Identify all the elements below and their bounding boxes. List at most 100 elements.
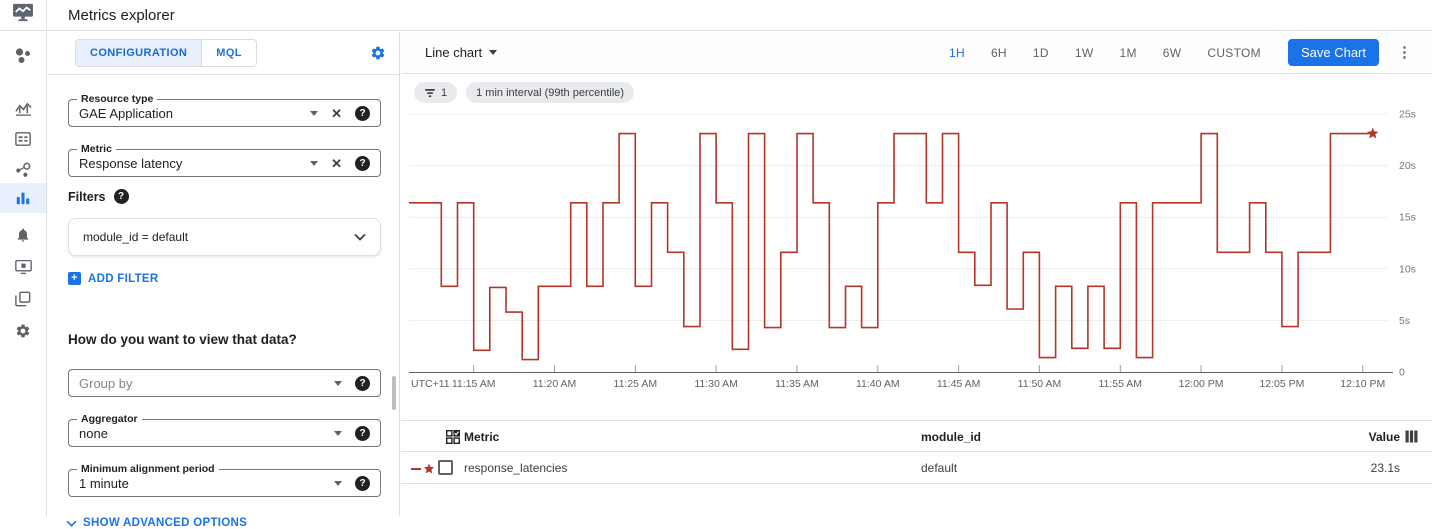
header-module-id: module_id [921,430,982,444]
chart-panel: Line chart 1H 6H 1D 1W 1M 6W CUSTOM Save Chart… [401,32,1432,516]
tab-configuration[interactable]: CONFIGURATION [76,40,202,66]
nav-item-dashboards[interactable] [0,93,46,123]
clear-icon[interactable]: ✕ [331,155,342,171]
help-icon[interactable]: ? [355,105,370,121]
add-filter-button[interactable]: + ADD FILTER [68,272,159,285]
range-button-custom[interactable]: CUSTOM [1207,45,1261,60]
cluster-icon [13,46,33,66]
aggregator-label: Aggregator [77,413,142,425]
resource-type-value: GAE Application [79,105,173,121]
monitor-icon [14,259,32,275]
config-settings-gear-icon[interactable] [370,45,386,61]
filter-count-chip[interactable]: 1 [414,82,458,103]
kebab-menu-icon[interactable]: ⋮ [1397,44,1412,61]
nav-item-uptime-checks[interactable] [0,252,46,282]
dropdown-caret-icon[interactable] [334,480,342,486]
aggregator-value: none [79,425,108,441]
filters-label: Filters [68,189,106,204]
save-chart-button[interactable]: Save Chart [1287,39,1379,66]
svg-text:11:45 AM: 11:45 AM [937,378,981,390]
chart-toolbar: Line chart 1H 6H 1D 1W 1M 6W CUSTOM Save Chart… [401,32,1432,74]
svg-text:0: 0 [1399,367,1405,379]
header-value: Value [1368,430,1400,444]
chips-row: 1 1 min interval (99th percentile) [414,82,635,103]
chevron-down-icon[interactable] [354,233,366,241]
table-row[interactable]: response_latencies default 23.1s [401,452,1432,484]
line-chart-svg: 25s 20s 15s 10s 5s 0 11:15 AM 11:20 AM 11:25 AM 1… [409,109,1416,390]
min-alignment-field[interactable]: Minimum alignment period 1 minute ? [68,463,381,497]
svg-text:11:50 AM: 11:50 AM [1018,378,1062,390]
columns-icon[interactable] [1405,430,1418,448]
dropdown-caret-icon [489,50,498,55]
header-metric: Metric [464,430,500,444]
row-checkbox[interactable] [438,460,453,475]
chart-type-dropdown[interactable]: Line chart [425,45,498,60]
clear-icon[interactable]: ✕ [331,105,342,121]
filters-row: Filters ? [68,189,129,204]
resource-type-field[interactable]: Resource type GAE Application ✕ ? [68,93,381,127]
gear-icon [15,323,31,339]
config-tab-group: CONFIGURATION MQL [75,39,257,67]
range-button-1h[interactable]: 1H [949,45,965,60]
show-advanced-options-label: SHOW ADVANCED OPTIONS [83,517,248,529]
nav-item-overview[interactable] [0,43,46,69]
range-button-6w[interactable]: 6W [1162,45,1182,60]
dropdown-caret-icon[interactable] [334,430,342,436]
dashboard-card-icon [15,131,31,147]
range-button-6h[interactable]: 6H [990,45,1007,60]
filter-count: 1 [441,86,448,99]
nav-item-services[interactable] [0,155,46,185]
interval-chip[interactable]: 1 min interval (99th percentile) [466,82,635,103]
help-icon[interactable]: ? [355,375,370,391]
svg-text:11:15 AM: 11:15 AM [452,378,496,390]
cell-module-id: default [921,461,958,475]
svg-text:20s: 20s [1399,160,1416,172]
group-by-field[interactable]: Group by ? [68,369,381,397]
view-data-heading: How do you want to view that data? [68,332,297,347]
left-nav [0,32,47,516]
nav-item-metrics-explorer[interactable] [0,183,46,213]
filter-card[interactable]: module_id = default [68,218,381,256]
nav-item-groups[interactable] [0,284,46,314]
filters-help-icon[interactable]: ? [113,189,129,204]
svg-text:12:10 PM: 12:10 PM [1340,378,1385,390]
range-button-1m[interactable]: 1M [1119,45,1137,60]
help-icon[interactable]: ? [355,475,370,491]
svg-text:11:30 AM: 11:30 AM [694,378,738,390]
chart-type-label: Line chart [425,45,483,60]
dropdown-caret-icon[interactable] [310,110,319,116]
legend-table: Metric module_id Value response_latencie… [401,420,1432,484]
bell-icon [15,227,31,243]
nav-item-alerting[interactable] [0,220,46,250]
svg-text:15s: 15s [1399,212,1416,224]
show-advanced-options-button[interactable]: SHOW ADVANCED OPTIONS [66,517,247,529]
filter-expression: module_id = default [83,230,189,244]
select-all-icon[interactable] [445,429,461,449]
cell-value: 23.1s [1370,461,1400,475]
dropdown-caret-icon[interactable] [310,160,319,166]
metric-value: Response latency [79,155,183,171]
svg-text:UTC+11: UTC+11 [411,378,450,390]
svg-text:5s: 5s [1399,315,1410,327]
group-by-placeholder: Group by [79,375,133,391]
aggregator-field[interactable]: Aggregator none ? [68,413,381,447]
config-scrollbar-thumb[interactable] [392,376,396,410]
nav-item-dashboards-list[interactable] [0,124,46,154]
dropdown-caret-icon[interactable] [334,380,342,386]
interval-chip-label: 1 min interval (99th percentile) [476,86,625,99]
svg-text:12:00 PM: 12:00 PM [1179,378,1224,390]
tab-mql[interactable]: MQL [201,40,256,66]
min-alignment-value: 1 minute [79,475,129,491]
series-legend-line-star-icon [411,462,437,480]
help-icon[interactable]: ? [355,425,370,441]
range-button-1w[interactable]: 1W [1074,45,1094,60]
metric-label: Metric [77,143,116,155]
help-icon[interactable]: ? [355,155,370,171]
cell-metric: response_latencies [464,461,568,475]
filter-icon [424,88,436,98]
monitoring-logo[interactable] [0,0,47,31]
range-button-1d[interactable]: 1D [1032,45,1049,60]
svg-text:11:20 AM: 11:20 AM [533,378,577,390]
metric-field[interactable]: Metric Response latency ✕ ? [68,143,381,177]
nav-item-settings[interactable] [0,316,46,346]
